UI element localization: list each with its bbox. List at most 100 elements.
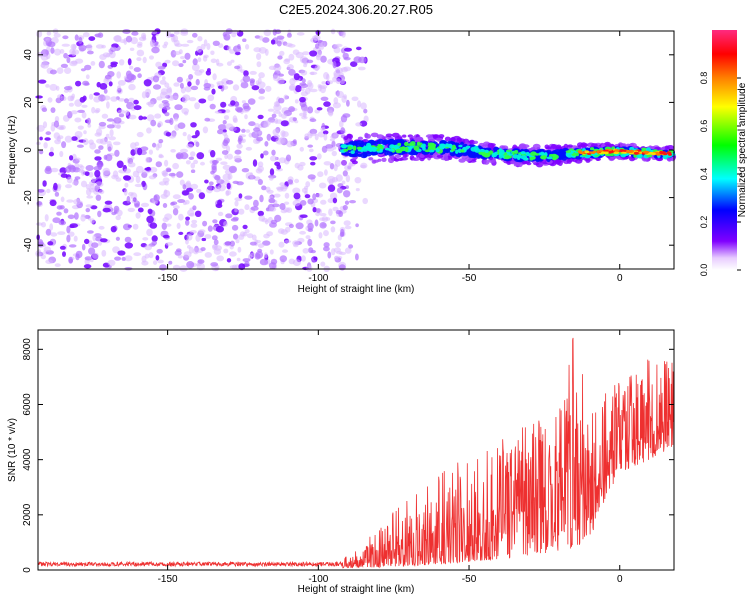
spectrogram-noise-blob (241, 100, 246, 104)
spectrogram-noise-blob (133, 252, 142, 257)
spectrogram-noise-blob (220, 161, 228, 165)
spectrogram-noise-blob (284, 239, 292, 244)
spectrogram-noise-blob (202, 126, 209, 134)
spectrogram-noise-blob (320, 126, 326, 132)
spectrogram-noise-blob (106, 124, 115, 129)
spectrogram-noise-blob (300, 83, 308, 89)
spectrogram-noise-blob (305, 235, 311, 240)
spectrogram-noise-blob (104, 74, 112, 80)
spectrogram-noise-blob (185, 219, 190, 226)
spectrogram-noise-blob (164, 112, 170, 117)
spectrogram-noise-blob (50, 124, 56, 132)
spectrogram-noise-blob (308, 148, 314, 153)
spectrogram-signal-peak (350, 150, 355, 155)
spectrogram-noise-blob (270, 119, 276, 124)
spectrogram-noise-blob (186, 261, 195, 269)
spectrogram-signal-peak (498, 148, 503, 153)
spectrogram-noise-blob (189, 212, 195, 217)
spectrogram-noise-blob (282, 249, 288, 253)
spectrogram-signal-peak (343, 148, 349, 152)
colorbar-tick-label: 0.2 (699, 216, 709, 229)
spectrogram-signal-peak (520, 151, 526, 155)
spectrogram-noise-blob (344, 225, 352, 230)
spectrogram-noise-blob (83, 130, 87, 135)
spectrogram-noise-blob (88, 139, 94, 145)
spectrogram-noise-blob (130, 142, 137, 150)
spectrogram-signal-peak (484, 149, 489, 153)
spectrogram-noise-blob (116, 71, 121, 79)
spectrogram-noise-blob (257, 114, 264, 120)
spectrogram-noise-blob (65, 184, 72, 189)
spectrogram-noise-blob (232, 117, 238, 123)
spectrogram-noise-blob (253, 127, 261, 132)
spectrogram-noise-blob (97, 164, 103, 170)
spectrogram-signal-peak (565, 150, 571, 154)
spectrogram-noise-blob (110, 46, 117, 51)
spectrogram-noise-blob (188, 97, 197, 102)
spectrogram-noise-blob (172, 60, 180, 67)
spectrogram-signal-peak (404, 146, 409, 152)
spectrogram-noise-blob (300, 91, 308, 97)
snr-y-tick-label: 6000 (22, 393, 33, 416)
spectrogram-signal-halo (522, 144, 530, 148)
spectrogram-noise-blob (266, 133, 272, 141)
spectrogram-noise-blob (267, 108, 275, 112)
spectrogram-noise-blob (215, 225, 224, 233)
spectrogram-noise-blob (127, 97, 135, 103)
spectrogram-noise-blob (137, 73, 142, 79)
spectrogram-noise-blob (264, 141, 269, 147)
spectrogram-noise-blob (237, 44, 241, 50)
spectrogram-noise-blob (207, 185, 213, 191)
spectrogram-noise-blob (131, 199, 139, 204)
spectrogram-noise-blob (261, 185, 267, 191)
spectrogram-noise-blob (240, 81, 249, 89)
spectrogram-signal-halo (581, 143, 589, 147)
spectrogram-noise-blob (116, 160, 124, 169)
spectrogram-noise-blob (237, 246, 242, 253)
spectrogram-noise-blob (226, 61, 232, 66)
spectrogram-noise-blob (77, 109, 85, 113)
spectrogram-signal-peak (413, 145, 420, 151)
spectrogram-noise-blob (176, 171, 184, 178)
spectrogram-y-axis-label: Frequency (Hz) (7, 116, 18, 185)
spectrogram-noise-blob (108, 81, 113, 87)
spectrogram-noise-blob (258, 47, 267, 54)
spectrogram-noise-blob (128, 114, 137, 120)
spectrogram-signal-halo (483, 159, 490, 165)
spectrogram-noise-blob (151, 46, 160, 54)
spectrogram-signal-halo (622, 143, 627, 147)
spectrogram-noise-blob (180, 30, 189, 36)
spectrogram-noise-blob (45, 259, 54, 265)
spectrogram-noise-blob (190, 85, 199, 91)
spectrogram-noise-blob (142, 237, 149, 241)
spectrogram-noise-blob (228, 165, 237, 174)
spectrogram-noise-blob (45, 84, 50, 88)
spectrogram-noise-blob (314, 219, 319, 227)
spectrogram-noise-blob (68, 256, 73, 264)
spectrogram-noise-blob (323, 161, 332, 166)
spectrogram-signal-halo (381, 157, 387, 162)
spectrogram-noise-blob (177, 255, 184, 259)
spectrogram-noise-blob (85, 208, 91, 213)
spectrogram-y-ticks: -40 -20 0 20 40 (23, 49, 674, 252)
spectrogram-signal-peak (636, 153, 643, 159)
spectrogram-noise-blob (342, 52, 349, 60)
spectrogram-noise-blob (71, 136, 78, 141)
spectrogram-noise-blob (246, 233, 254, 239)
spectrogram-signal-peak (439, 145, 445, 150)
spectrogram-noise-blob (124, 182, 129, 188)
spectrogram-noise-blob (222, 120, 227, 125)
spectrogram-signal-peak (376, 148, 380, 152)
spectrogram-noise-blob (215, 203, 223, 209)
spectrogram-signal-halo (604, 141, 611, 148)
spectrogram-noise-blob (196, 152, 205, 160)
spectrogram-noise-blob (280, 184, 288, 192)
spectrogram-noise-blob (323, 242, 330, 248)
spectrogram-noise-blob (129, 47, 135, 51)
spectrogram-noise-blob (146, 127, 152, 134)
spectrogram-noise-blob (307, 80, 313, 87)
spectrogram-noise-blob (279, 182, 285, 187)
spectrogram-signal-core (372, 141, 379, 145)
spectrogram-noise-blob (363, 108, 368, 114)
spectrogram-noise-blob (209, 103, 216, 110)
